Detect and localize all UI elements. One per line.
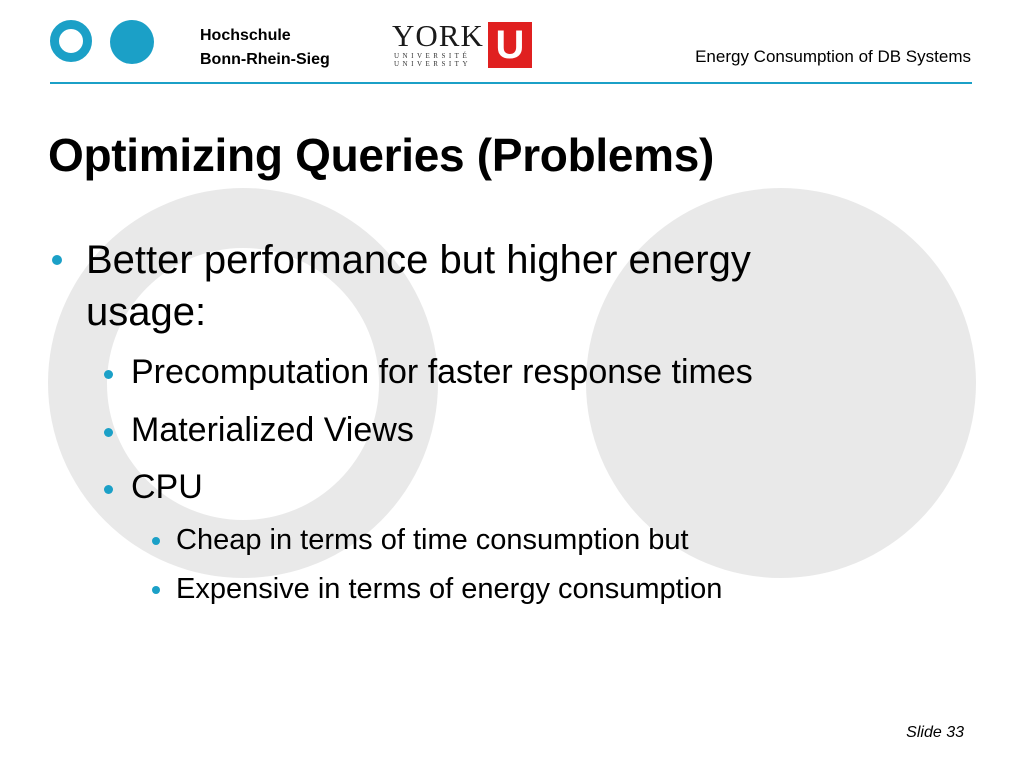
list-item: Expensive in terms of energy consumption	[176, 573, 723, 605]
bullet-icon	[152, 586, 160, 594]
hbrs-logo-ring-icon	[50, 20, 92, 62]
list-item: Better performance but higher energy	[86, 238, 751, 282]
bullet-icon	[52, 255, 62, 265]
institution-name: Hochschule Bonn-Rhein-Sieg	[200, 24, 330, 72]
background-circle-left-hole	[107, 248, 379, 520]
background-circle-right	[586, 188, 976, 578]
york-u-mark-icon: U	[488, 22, 532, 68]
list-item: Precomputation for faster response times	[131, 353, 753, 391]
hbrs-logo-dot-icon	[110, 20, 154, 64]
institution-line-2: Bonn-Rhein-Sieg	[200, 51, 330, 68]
york-university-logo: YORK UNIVERSITÉ UNIVERSITY U	[392, 20, 538, 68]
slide-title: Optimizing Queries (Problems)	[48, 129, 715, 181]
list-item-continuation: usage:	[86, 290, 207, 334]
header-divider	[50, 82, 972, 84]
presentation-title: Energy Consumption of DB Systems	[695, 47, 971, 66]
bullet-icon	[152, 537, 160, 545]
bullet-icon	[104, 485, 113, 494]
bullet-icon	[104, 370, 113, 379]
list-item: Cheap in terms of time consumption but	[176, 524, 689, 556]
bullet-icon	[104, 428, 113, 437]
list-item: CPU	[131, 468, 203, 506]
list-item: Materialized Views	[131, 411, 414, 449]
slide-number: Slide 33	[906, 724, 964, 741]
institution-line-1: Hochschule	[200, 27, 291, 44]
